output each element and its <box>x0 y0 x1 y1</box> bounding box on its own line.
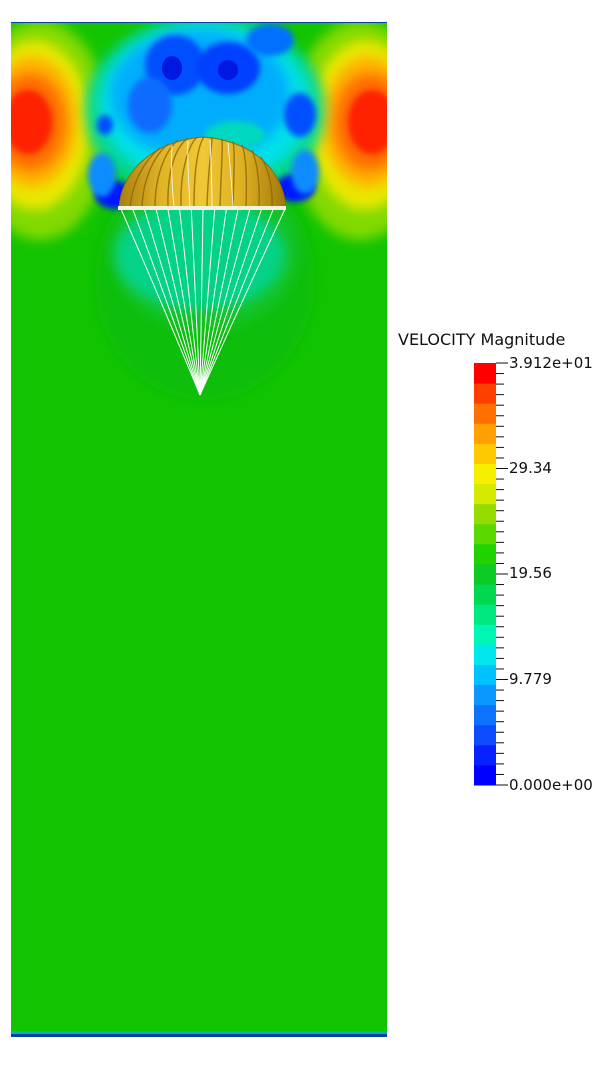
colorbar-label-max: 3.912e+01 <box>509 354 593 372</box>
color-legend-title: VELOCITY Magnitude <box>398 330 566 349</box>
colorbar-segment <box>474 584 496 605</box>
colorbar-segment <box>474 423 496 444</box>
suspension-line <box>179 208 201 396</box>
colorbar-segment <box>474 523 496 545</box>
colorbar-segment <box>474 443 496 464</box>
colorbar-segment <box>474 744 496 766</box>
suspension-line <box>132 208 201 396</box>
colorbar-segment <box>474 403 496 424</box>
suspension-line <box>167 208 201 396</box>
colorbar-label-min: 0.000e+00 <box>509 776 593 794</box>
suspension-line <box>143 208 201 396</box>
colorbar-label-high: 29.34 <box>509 459 552 477</box>
colorbar-segment <box>474 543 496 565</box>
suspension-lines <box>120 208 286 396</box>
colorbar-segment <box>474 363 496 384</box>
colorbar-segment <box>474 644 496 665</box>
suspension-line <box>199 208 239 396</box>
colorbar-label-low: 9.779 <box>509 670 552 688</box>
colorbar-segment <box>474 463 496 485</box>
colorbar-segment <box>474 604 496 625</box>
flow-field <box>11 22 387 1037</box>
colorbar-segment <box>474 383 496 404</box>
colorbar-segment <box>474 684 496 706</box>
colorbar-label-mid: 19.56 <box>509 564 552 582</box>
suspension-line <box>190 208 201 396</box>
color-legend-bar <box>474 363 496 786</box>
suspension-line <box>199 208 204 396</box>
colorbar-segment <box>474 503 496 525</box>
parachute-canopy <box>118 136 287 210</box>
suspension-line <box>199 208 263 396</box>
colorbar-segment <box>474 704 496 726</box>
suspension-line <box>199 208 286 396</box>
colorbar-segment <box>474 624 496 645</box>
color-legend-ticks <box>496 362 508 786</box>
suspension-line <box>199 208 274 396</box>
suspension-line <box>199 208 251 396</box>
suspension-line <box>155 208 201 396</box>
suspension-line <box>120 208 201 396</box>
colorbar-segment <box>474 483 496 505</box>
suspension-line <box>199 208 216 396</box>
colorbar-segment <box>474 664 496 686</box>
colorbar-segment <box>474 563 496 585</box>
suspension-line <box>199 208 227 396</box>
colorbar-segment <box>474 724 496 746</box>
colorbar-segment <box>474 764 496 786</box>
